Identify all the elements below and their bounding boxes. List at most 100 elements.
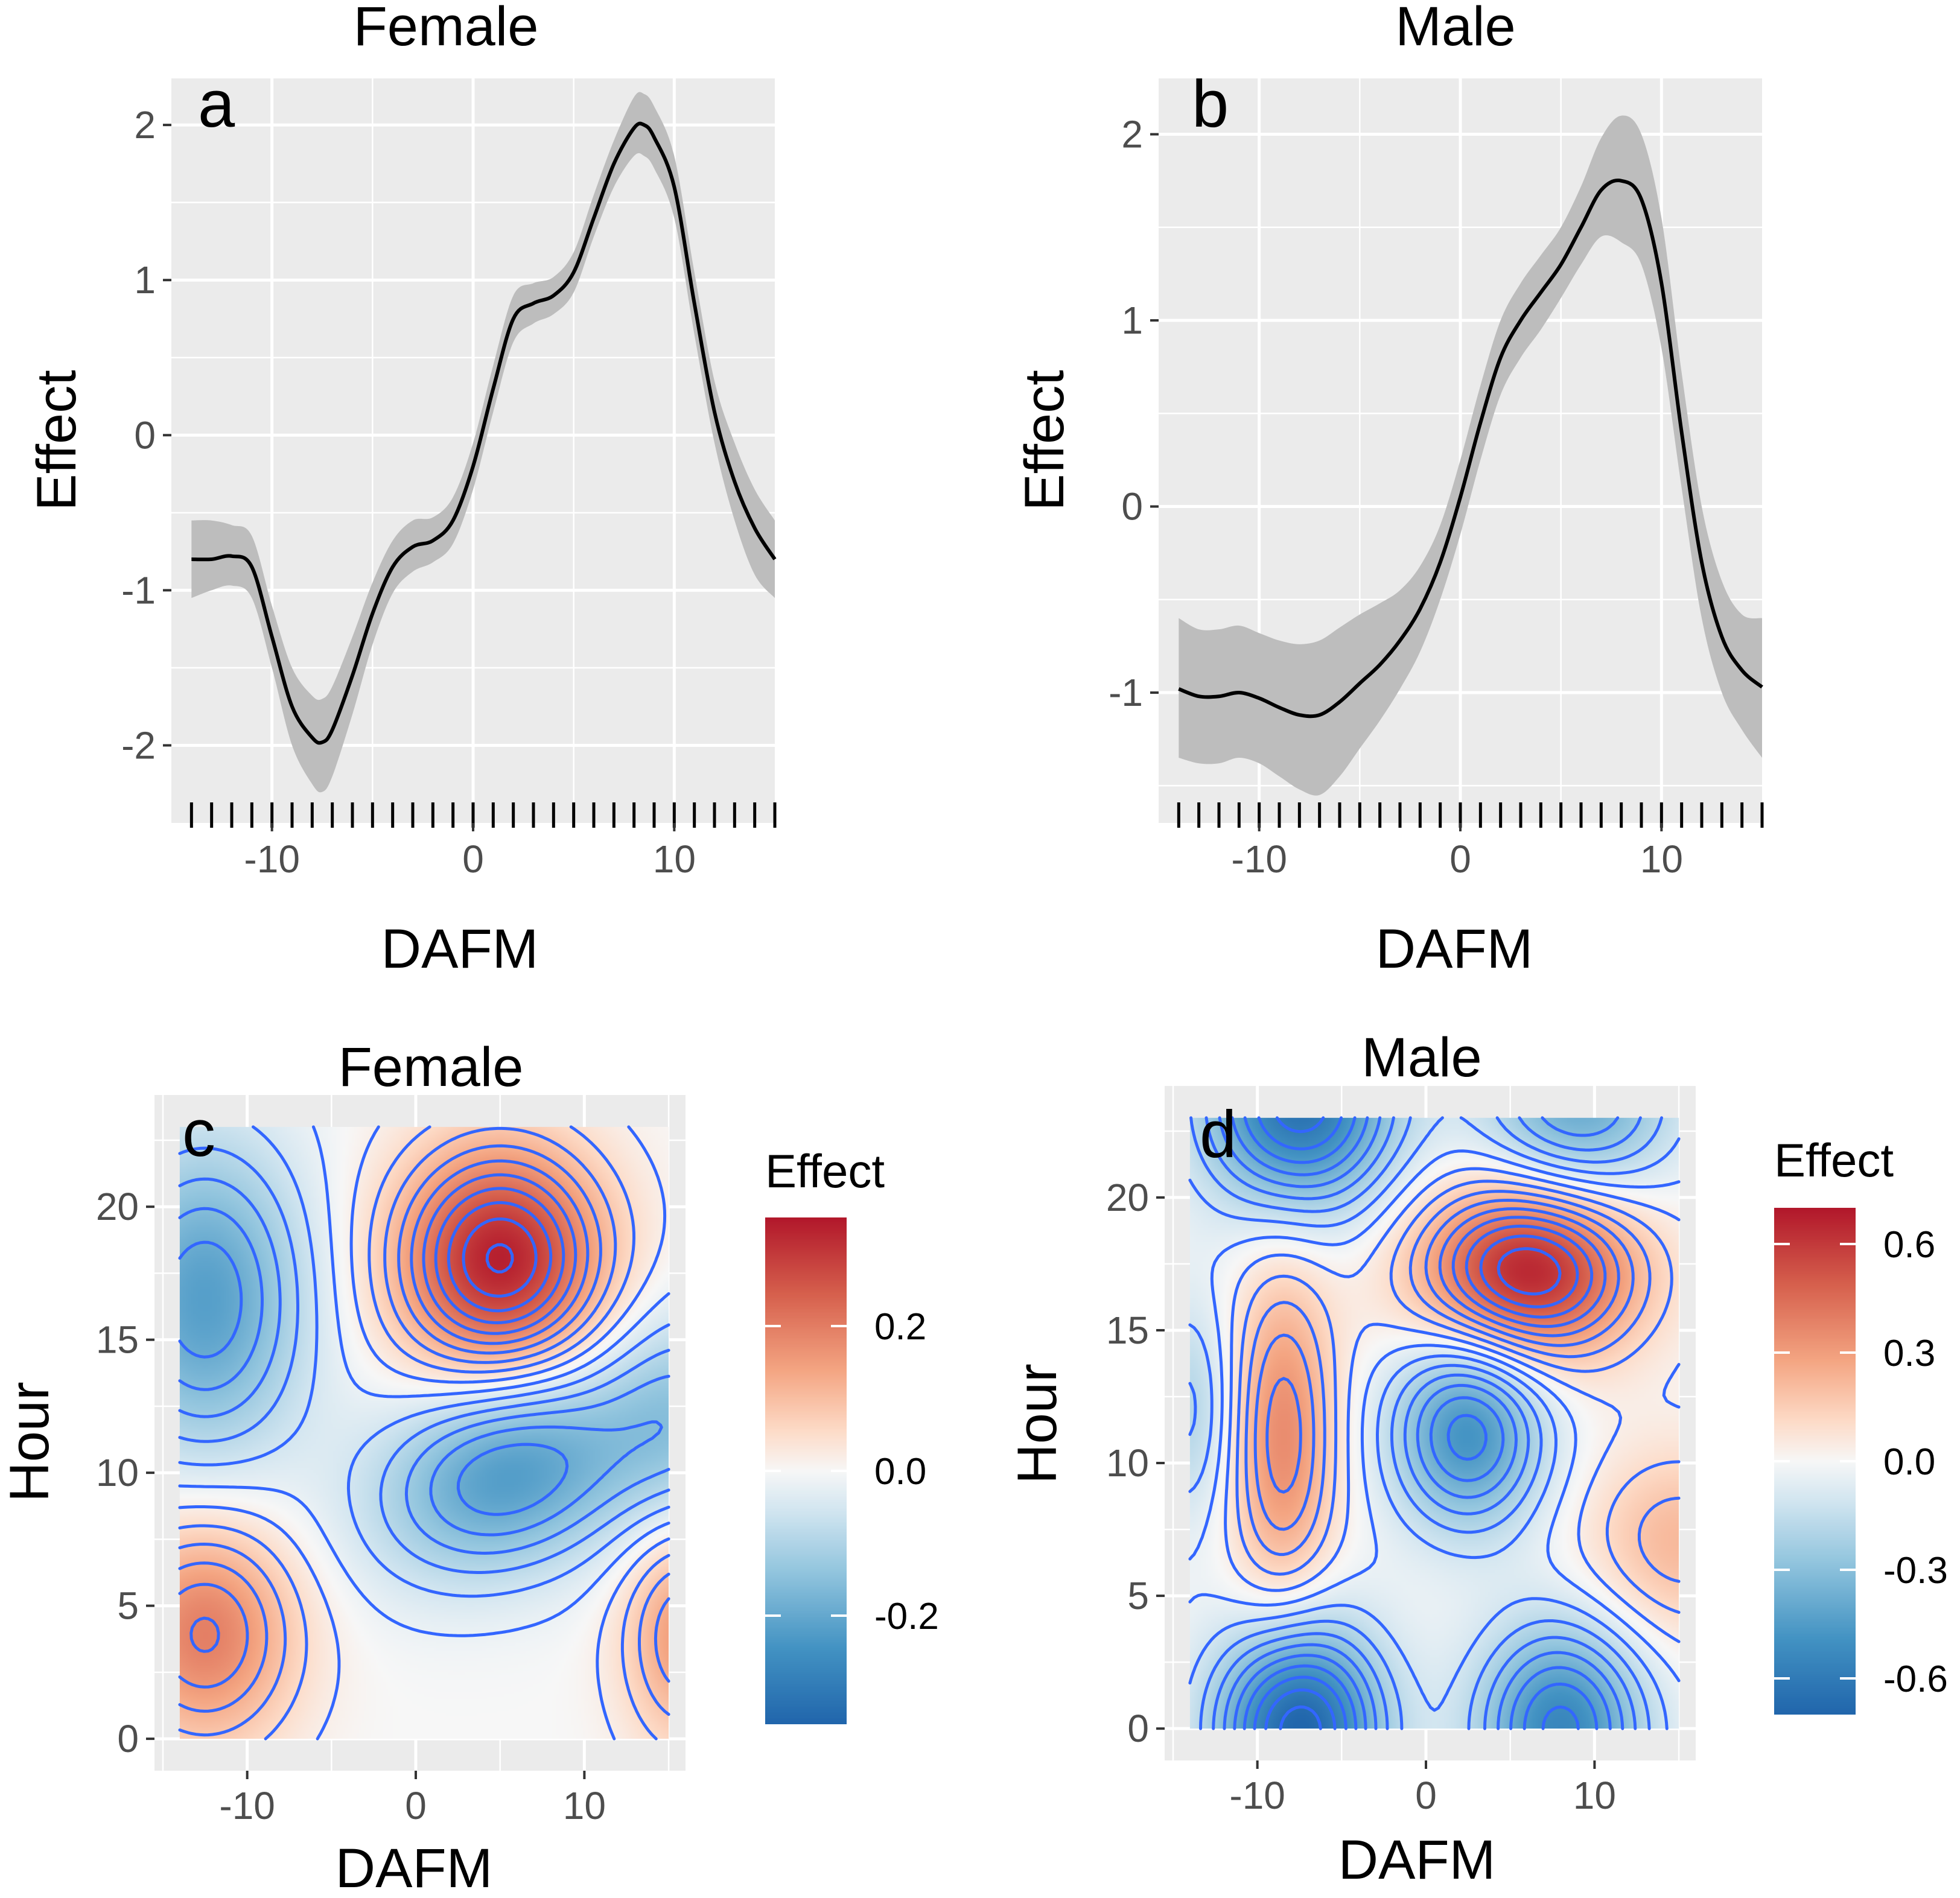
panel-d-y-tick-label: 5 xyxy=(1127,1574,1149,1617)
panel-c-contour-line xyxy=(178,1125,670,1741)
panel-d-contour-line xyxy=(1497,1247,1562,1296)
panel-c-y-tick-label: 10 xyxy=(96,1451,139,1494)
panel-c-y-axis-title: Hour xyxy=(0,1382,60,1502)
panel-b-y-axis-title: Effect xyxy=(1014,370,1075,511)
panel-c-contour-line xyxy=(178,1144,670,1713)
panel-d-x-axis-title: DAFM xyxy=(1338,1829,1496,1891)
panel-c-legend-label: 0.2 xyxy=(874,1306,926,1348)
panel-c-x-axis-title: DAFM xyxy=(336,1838,493,1898)
panel-c: Female -10 0 10 0 5 10 15 20 c DAFM Hour Effect… xyxy=(0,1036,939,1898)
panel-d-contour-line xyxy=(1230,1116,1612,1730)
panel-d-contour-line xyxy=(1279,1705,1322,1730)
panel-d: Male -10 0 10 0 5 10 15 20 d DAFM Hour Effect 0… xyxy=(1007,1027,1948,1891)
panel-d-y-axis-title: Hour xyxy=(1007,1363,1068,1484)
panel-d-y-tick-label: 10 xyxy=(1106,1441,1149,1485)
panel-d-y-tick-label: 15 xyxy=(1106,1309,1149,1352)
panel-b-x-tick-label: -10 xyxy=(1231,837,1287,881)
panel-d-y-tick-label: 0 xyxy=(1127,1707,1149,1750)
panel-d-legend-label: 0.6 xyxy=(1883,1224,1935,1266)
panel-c-contour-line xyxy=(178,1146,670,1574)
panel-d-contour-line xyxy=(1265,1207,1620,1494)
panel-d-contour-line xyxy=(1264,1116,1337,1730)
panel-a-y-tick-label: -2 xyxy=(121,723,156,767)
panel-a-rug xyxy=(189,802,777,828)
panel-c-contour-line xyxy=(178,1177,670,1555)
panel-c-contour-line xyxy=(434,1187,565,1324)
panel-c-x-tick-label: 0 xyxy=(405,1784,427,1827)
panel-c-legend-scale: 0.2 0.0 -0.2 xyxy=(765,1306,939,1637)
panel-c-legend-label: -0.2 xyxy=(874,1596,939,1637)
panel-d-contour-line xyxy=(1244,1190,1681,1583)
panel-a-effect-line xyxy=(191,121,777,745)
panel-b-y-tick-label: 2 xyxy=(1121,113,1143,156)
panel-d-ticks: -10 0 10 0 5 10 15 20 xyxy=(1106,1176,1616,1817)
panel-c-contour-line xyxy=(178,1159,590,1689)
panel-d-contour-line xyxy=(1242,1116,1599,1730)
panel-c-contour-line xyxy=(178,1125,670,1637)
panel-d-contour-line xyxy=(1188,1116,1663,1730)
panel-b-x-tick-label: 0 xyxy=(1449,837,1471,881)
panel-c-x-tick-label: -10 xyxy=(219,1784,275,1827)
panel-d-y-tick-label: 20 xyxy=(1106,1176,1149,1219)
panel-d-legend-label: -0.6 xyxy=(1883,1658,1948,1700)
panel-d-contours xyxy=(1188,1116,1681,1730)
panel-c-ticks: -10 0 10 0 5 10 15 20 xyxy=(96,1185,606,1827)
panel-b-y-tick-label: -1 xyxy=(1109,671,1143,714)
panel-a-x-axis-title: DAFM xyxy=(381,918,539,980)
panel-d-contour-line xyxy=(1218,1116,1624,1730)
panel-c-contour-line xyxy=(178,1125,670,1598)
panel-d-x-tick-label: 0 xyxy=(1415,1774,1437,1817)
panel-d-x-tick-label: -10 xyxy=(1229,1774,1285,1817)
panel-b-label: b xyxy=(1192,67,1229,141)
panel-d-x-tick-label: 10 xyxy=(1573,1774,1616,1817)
panel-c-legend-title: Effect xyxy=(765,1144,885,1198)
panel-c-title: Female xyxy=(339,1036,524,1098)
panel-a-title: Female xyxy=(354,0,539,57)
panel-c-y-tick-label: 5 xyxy=(117,1584,139,1628)
panel-d-legend-title: Effect xyxy=(1774,1134,1894,1187)
panel-d-contour-line xyxy=(1253,1116,1580,1730)
panel-c-contours xyxy=(178,1125,670,1741)
panel-d-contour-line xyxy=(1253,1199,1635,1531)
panel-b-y-tick-label: 0 xyxy=(1121,485,1143,528)
panel-a-y-tick-label: 0 xyxy=(134,413,156,457)
panel-c-contour-line xyxy=(178,1125,670,1741)
panel-c-legend-label: 0.0 xyxy=(874,1451,926,1493)
panel-c-contour-line xyxy=(462,1217,538,1298)
panel-d-contour-line xyxy=(1188,1149,1681,1683)
panel-d-contour-line xyxy=(1204,1116,1642,1730)
panel-c-contour-line xyxy=(447,1201,553,1313)
panel-c-y-tick-label: 0 xyxy=(117,1717,139,1760)
panel-c-contour-line xyxy=(178,1240,569,1516)
panel-d-legend-scale: 0.6 0.3 0.0 -0.3 -0.6 xyxy=(1774,1224,1948,1700)
panel-c-label: c xyxy=(182,1096,215,1170)
panel-c-heatmap xyxy=(179,1126,669,1739)
panel-d-contour-line xyxy=(1235,1179,1681,1614)
panel-d-legend-label: -0.3 xyxy=(1883,1550,1948,1592)
panel-d-contour-line xyxy=(1451,1216,1607,1328)
panel-a-y-tick-label: -1 xyxy=(121,568,156,612)
panel-d-contour-line xyxy=(1465,1224,1594,1319)
panel-c-contour-line xyxy=(189,1173,578,1653)
panel-c-x-tick-label: 10 xyxy=(563,1784,606,1827)
panel-b-y-tick-label: 1 xyxy=(1121,299,1143,342)
panel-b-title: Male xyxy=(1395,0,1515,57)
panel-a-label: a xyxy=(198,67,235,141)
panel-a-y-axis-title: Effect xyxy=(26,370,88,511)
panel-d-legend-label: 0.3 xyxy=(1883,1333,1935,1374)
panel-c-contour-line xyxy=(485,1243,514,1274)
panel-d-contour-line xyxy=(1224,1167,1681,1643)
panel-b-effect-line xyxy=(1178,179,1763,719)
panel-c-contour-line xyxy=(178,1126,670,1737)
panel-b-x-tick-label: 10 xyxy=(1640,837,1683,881)
panel-d-legend-label: 0.0 xyxy=(1883,1441,1935,1483)
panel-d-label: d xyxy=(1200,1097,1236,1172)
panel-c-y-tick-label: 20 xyxy=(96,1185,139,1228)
panel-b-x-axis-title: DAFM xyxy=(1376,918,1533,980)
panel-d-heatmap xyxy=(1189,1117,1679,1729)
panel-c-y-tick-label: 15 xyxy=(96,1318,139,1362)
